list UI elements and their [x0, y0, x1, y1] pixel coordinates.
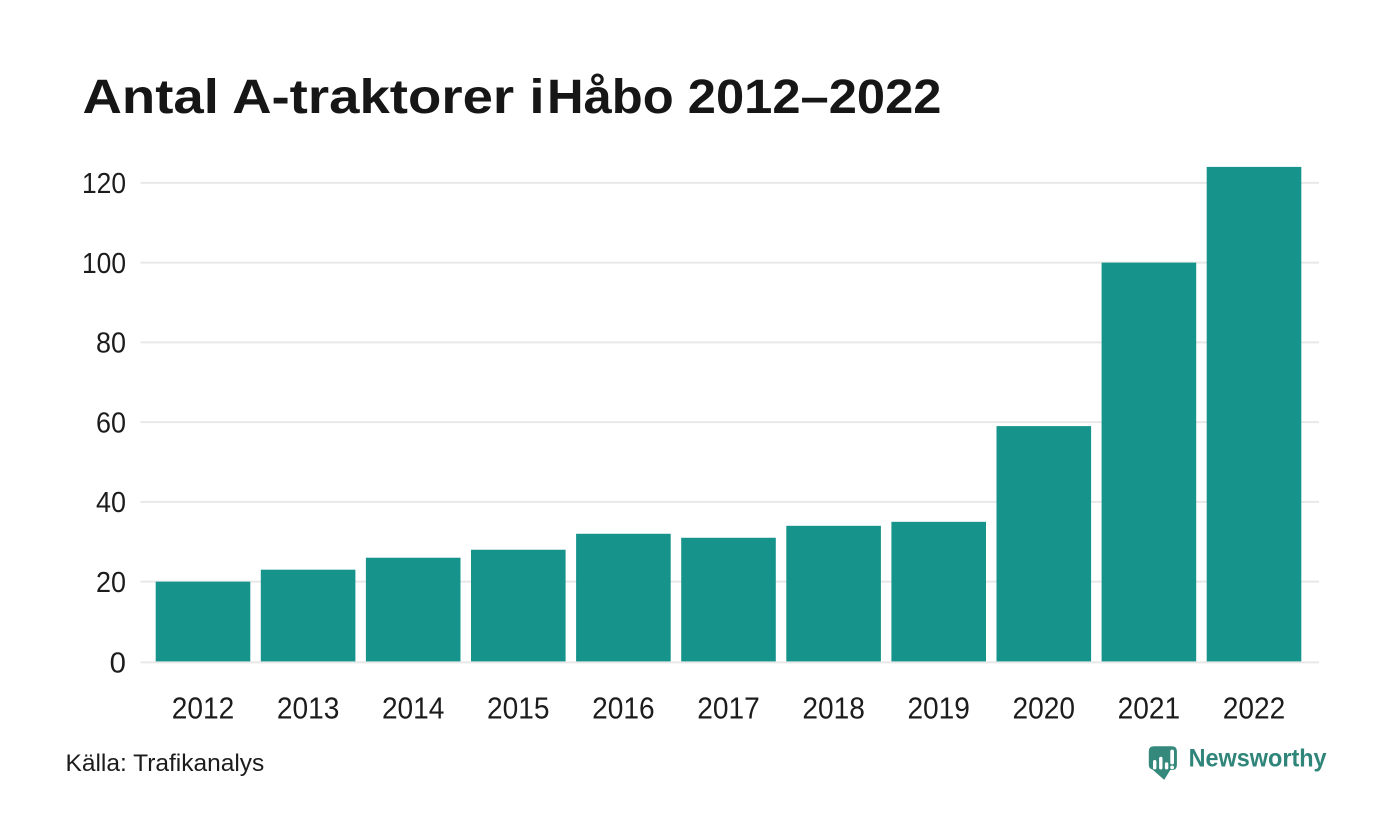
- svg-text:2012: 2012: [172, 690, 235, 725]
- svg-text:40: 40: [96, 487, 126, 519]
- svg-text:2021: 2021: [1118, 690, 1181, 725]
- svg-text:Antal A-traktorer i: Antal A-traktorer i: [83, 70, 545, 124]
- svg-text:Newsworthy: Newsworthy: [1189, 745, 1327, 773]
- svg-text:2018: 2018: [802, 690, 865, 725]
- svg-text:80: 80: [96, 328, 126, 360]
- svg-text:0: 0: [110, 648, 126, 680]
- svg-text:2017: 2017: [697, 690, 760, 725]
- svg-text:2013: 2013: [277, 690, 340, 725]
- svg-text:2019: 2019: [907, 690, 970, 725]
- svg-text:2020: 2020: [1013, 690, 1076, 725]
- svg-text:Källa: Trafikanalys: Källa: Trafikanalys: [66, 750, 265, 777]
- svg-text:2014: 2014: [382, 690, 445, 725]
- svg-text:100: 100: [82, 248, 126, 280]
- svg-text:2016: 2016: [592, 690, 655, 725]
- svg-text:Håbo 2012–2022: Håbo 2012–2022: [547, 70, 942, 124]
- svg-text:20: 20: [96, 567, 126, 599]
- svg-text:120: 120: [82, 168, 126, 200]
- svg-text:60: 60: [96, 407, 126, 439]
- svg-text:2015: 2015: [487, 690, 550, 725]
- svg-text:2022: 2022: [1223, 690, 1286, 725]
